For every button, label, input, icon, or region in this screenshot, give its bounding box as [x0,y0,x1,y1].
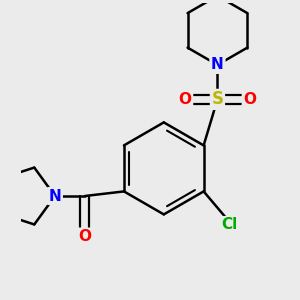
Text: N: N [49,188,61,203]
Text: O: O [78,229,92,244]
Text: O: O [243,92,256,107]
Text: N: N [49,188,61,203]
Text: S: S [212,90,224,108]
Text: Cl: Cl [221,218,237,232]
Text: N: N [211,57,224,72]
Text: N: N [211,57,224,72]
Text: O: O [179,92,192,107]
